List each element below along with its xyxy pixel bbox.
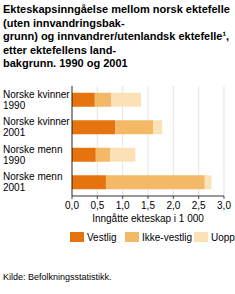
bar-segment: [106, 175, 205, 189]
bar-segment: [95, 93, 111, 107]
legend-swatch: [70, 232, 84, 242]
tick-mark: [173, 196, 174, 199]
y-axis: [72, 86, 73, 196]
source: Kilde: Befolkningsstatistikk.: [3, 272, 112, 282]
bar-segment: [110, 148, 135, 162]
bar-segment: [111, 93, 141, 107]
category-label: Norske menn2001: [3, 171, 62, 193]
legend-label: Vestlig: [87, 232, 116, 243]
category-line: 1990: [3, 155, 26, 166]
category-line: 1990: [3, 100, 26, 111]
tick-mark: [224, 196, 225, 199]
bar-segment: [115, 120, 153, 134]
grid-line: [224, 86, 225, 196]
grid-line: [72, 86, 73, 196]
category-line: Norske kvinner: [3, 89, 70, 100]
bar-segment: [72, 120, 115, 134]
legend-swatch: [194, 232, 208, 242]
category-line: 2001: [3, 182, 26, 193]
title-line: grunn) og innvandrer/utenlandsk ektefell…: [3, 30, 229, 42]
legend-label: Ikke-vestlig: [142, 232, 192, 243]
bar-segment: [153, 120, 162, 134]
tick-label: 1,5: [141, 200, 155, 211]
tick-label: 2,5: [192, 200, 206, 211]
title-line: bakgrunn. 1990 og 2001: [3, 57, 128, 69]
category-label: Norske kvinner1990: [3, 89, 70, 111]
bar-segment: [72, 175, 106, 189]
tick-mark: [198, 196, 199, 199]
x-axis: [72, 196, 224, 197]
bar-segment: [72, 148, 96, 162]
title: Ekteskapsinngåelse mellom norsk ektefell…: [3, 3, 230, 69]
category-line: 2001: [3, 127, 26, 138]
grid: [72, 86, 224, 196]
category-line: Norske kvinner: [3, 116, 70, 127]
bar-segment: [205, 175, 212, 189]
title-line: etter ektefellens land-: [3, 44, 116, 56]
legend-swatch: [125, 232, 139, 242]
tick-mark: [72, 196, 73, 199]
tick-label: 2,0: [166, 200, 180, 211]
legend-label: Uoppgitt: [211, 232, 235, 243]
x-axis-label: Inngåtte ekteskap i 1 000: [92, 213, 204, 224]
title-line: (uten innvandringsbak-: [3, 17, 125, 29]
bars: [72, 93, 211, 190]
bar-segment: [96, 148, 110, 162]
tick-label: 1,0: [116, 200, 130, 211]
bar-segment: [72, 93, 95, 107]
category-label: Norske kvinner2001: [3, 116, 70, 138]
category-label: Norske menn1990: [3, 144, 62, 166]
tick-label: 0,0: [65, 200, 79, 211]
tick-mark: [97, 196, 98, 199]
tick-label: 3,0: [217, 200, 231, 211]
chart: Ekteskapsinngåelse mellom norsk ektefell…: [0, 0, 235, 294]
tick-label: 0,5: [90, 200, 104, 211]
title-line: Ekteskapsinngåelse mellom norsk ektefell…: [3, 3, 230, 15]
tick-mark: [148, 196, 149, 199]
category-line: Norske menn: [3, 171, 62, 182]
tick-mark: [122, 196, 123, 199]
category-line: Norske menn: [3, 144, 62, 155]
